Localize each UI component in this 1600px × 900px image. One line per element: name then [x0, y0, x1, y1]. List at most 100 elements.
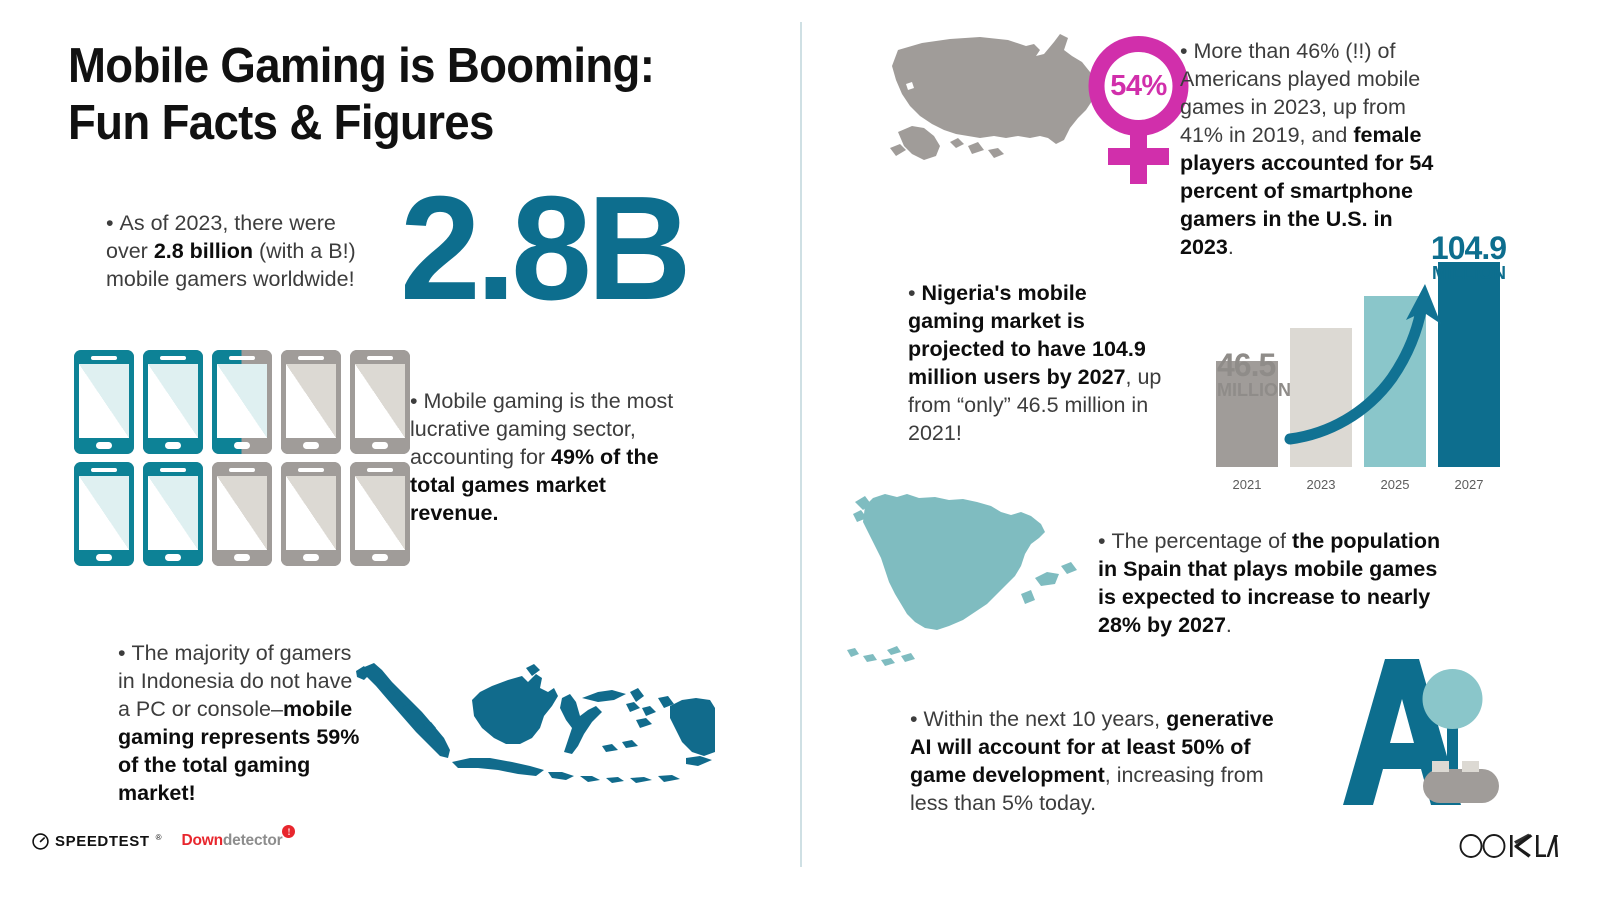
page-title: Mobile Gaming is Booming: Fun Facts & Fi… [68, 38, 700, 152]
bullet-text: More than 46% (!!) of Americans played m… [1180, 39, 1434, 259]
chart-bar [1216, 361, 1278, 467]
phone-icon [281, 350, 341, 454]
chart-bar-column [1290, 262, 1352, 467]
phone-icon [74, 350, 134, 454]
ai-joystick-icon [1343, 659, 1499, 805]
phone-speaker [367, 356, 393, 360]
bullet-text: Nigeria's mobile gaming market is projec… [908, 281, 1162, 445]
female-gender-icon [1088, 36, 1189, 184]
chart-bar-column [1438, 262, 1500, 467]
bullet-dot: • [908, 281, 922, 305]
phone-screen [355, 476, 405, 550]
phone-screen [217, 364, 267, 438]
bullet-us-mobile-gamers: • More than 46% (!!) of Americans played… [1180, 38, 1448, 262]
phone-home-button [372, 554, 388, 561]
phone-speaker [229, 468, 255, 472]
phone-home-button [96, 442, 112, 449]
chart-bar [1364, 296, 1426, 467]
phone-home-button [234, 554, 250, 561]
phone-icon [212, 350, 272, 454]
bullet-dot: • [1180, 39, 1194, 63]
downdetector-detector-text: detector [222, 832, 283, 849]
phone-speaker [160, 356, 186, 360]
column-divider [800, 22, 802, 867]
ookla-logo[interactable] [1458, 833, 1558, 859]
phone-home-button [303, 442, 319, 449]
chart-x-label: 2027 [1454, 477, 1484, 492]
bullet-generative-ai: • Within the next 10 years, generative A… [910, 706, 1292, 818]
bullet-dot: • [1098, 529, 1112, 553]
indonesia-map-icon [356, 663, 715, 783]
phone-icon [350, 350, 410, 454]
phone-home-button [165, 554, 181, 561]
phone-icon [143, 462, 203, 566]
bullet-dot: • [410, 389, 424, 413]
bullet-spain-population: • The percentage of the population in Sp… [1098, 528, 1458, 640]
bullet-text: Mobile gaming is the most lucrative gami… [410, 389, 674, 525]
phone-icon [74, 462, 134, 566]
chart-annotation-2021-unit: MILLION [1217, 380, 1291, 400]
phone-screen [79, 364, 129, 438]
phone-home-button [372, 442, 388, 449]
speedtest-gauge-icon [32, 832, 49, 850]
phone-icon [212, 462, 272, 566]
bullet-text: Within the next 10 years, generative AI … [910, 707, 1274, 815]
bullet-text: The majority of gamers in Indonesia do n… [118, 641, 360, 805]
bullet-games-market-revenue: • Mobile gaming is the most lucrative ga… [410, 388, 678, 528]
phone-speaker [91, 356, 117, 360]
phone-home-button [96, 554, 112, 561]
chart-bar-column [1216, 262, 1278, 467]
phone-speaker [229, 356, 255, 360]
bullet-dot: • [118, 641, 132, 665]
chart-annotation-2021: 46.5 MILLION [1217, 349, 1291, 399]
chart-x-axis-labels: 2021 2023 2025 2027 [1216, 477, 1506, 492]
phone-icon-grid [74, 350, 410, 566]
speedtest-wordmark: SPEEDTEST [55, 832, 150, 850]
page-title-line-1: Mobile Gaming is Booming: [68, 39, 655, 93]
phone-screen [148, 476, 198, 550]
bullet-dot: • [106, 211, 120, 235]
phone-screen [286, 364, 336, 438]
downdetector-logo[interactable]: Downdetector ! [181, 825, 296, 850]
bullet-indonesia-gamers: • The majority of gamers in Indonesia do… [118, 640, 368, 808]
bullet-text: As of 2023, there were over 2.8 billion … [106, 211, 356, 291]
phone-screen [217, 476, 267, 550]
phone-speaker [367, 468, 393, 472]
chart-annotation-2027: 104.9 MILLION [1430, 230, 1507, 283]
downdetector-down-text: Down [181, 832, 224, 849]
phone-icon [143, 350, 203, 454]
phone-speaker [298, 468, 324, 472]
phone-screen [355, 364, 405, 438]
phone-home-button [165, 442, 181, 449]
phone-speaker [91, 468, 117, 472]
footer-logos: SPEEDTEST ® Downdetector ! [32, 825, 296, 850]
chart-bar [1438, 262, 1500, 467]
bullet-text: The percentage of the population in Spai… [1098, 529, 1441, 637]
phone-screen [148, 364, 198, 438]
chart-bar-column [1364, 262, 1426, 467]
phone-icon [350, 462, 410, 566]
bullet-nigeria-market: • Nigeria's mobile gaming market is proj… [908, 280, 1168, 448]
bullet-dot: • [910, 707, 924, 731]
chart-annotation-2021-value: 46.5 [1217, 347, 1276, 383]
chart-x-label: 2023 [1306, 477, 1336, 492]
phone-home-button [303, 554, 319, 561]
stat-big-number: 2.8B [400, 166, 692, 331]
usa-map-icon [890, 34, 1096, 160]
chart-annotation-2027-unit: MILLION [1432, 263, 1506, 283]
chart-bar [1290, 328, 1352, 467]
chart-x-label: 2025 [1380, 477, 1410, 492]
phone-speaker [160, 468, 186, 472]
phone-screen [286, 476, 336, 550]
phone-icon [281, 462, 341, 566]
bullet-mobile-gamers-worldwide: • As of 2023, there were over 2.8 billio… [106, 210, 371, 294]
chart-annotation-2027-value: 104.9 [1430, 230, 1507, 266]
page-title-line-2: Fun Facts & Figures [68, 95, 494, 150]
nigeria-users-bar-chart: 2021 2023 2025 2027 46.5 MILLION 104.9 MILL… [1216, 230, 1507, 494]
speedtest-logo[interactable]: SPEEDTEST ® [32, 833, 162, 850]
phone-screen [79, 476, 129, 550]
speedtest-trademark: ® [155, 832, 162, 842]
downdetector-alert-badge: ! [282, 825, 296, 838]
chart-x-label: 2021 [1232, 477, 1262, 492]
